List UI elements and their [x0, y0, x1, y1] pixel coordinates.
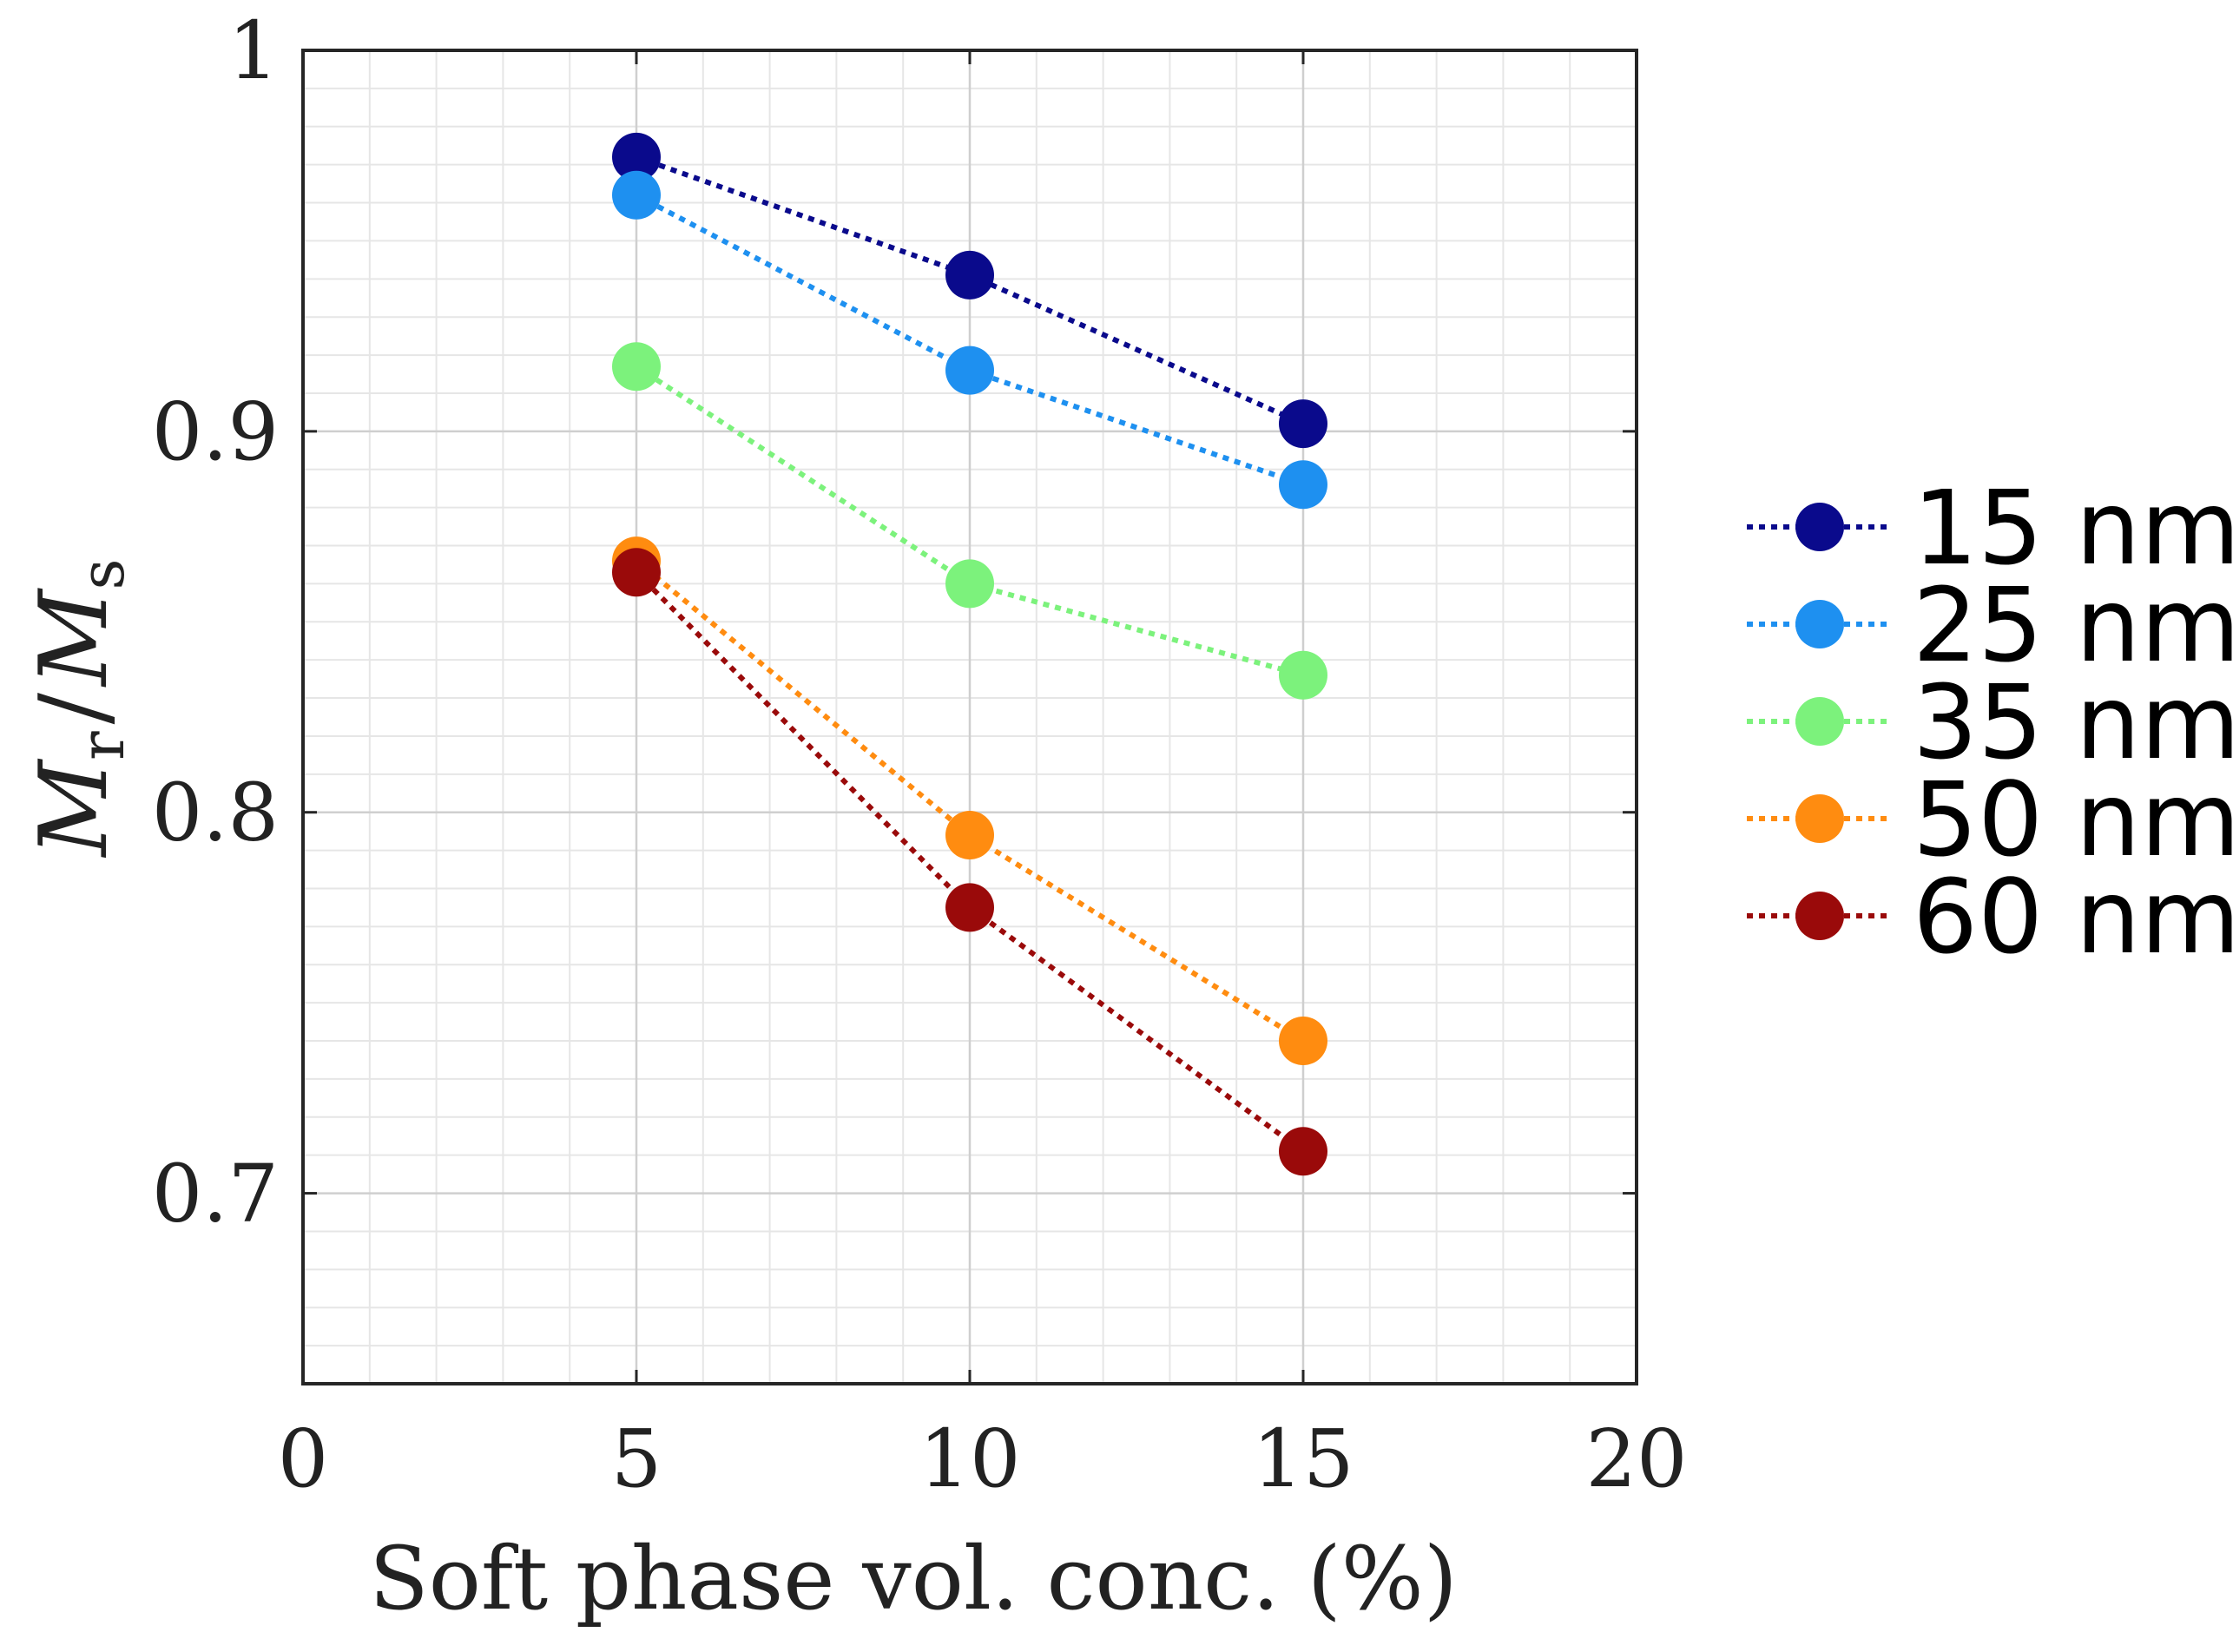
data-point: [1279, 1017, 1327, 1066]
legend-label: 50 nm: [1913, 760, 2233, 879]
series-25-nm: [612, 170, 1327, 510]
data-point: [945, 883, 994, 932]
series-60-nm: [612, 548, 1327, 1176]
x-tick-label: 5: [611, 1412, 662, 1505]
legend-item: 15 nm: [1747, 468, 2233, 588]
legend-label: 60 nm: [1913, 857, 2233, 977]
y-axis-label-subscript-2: s: [67, 559, 138, 590]
legend-label: 35 nm: [1913, 662, 2233, 782]
legend-item: 35 nm: [1747, 662, 2233, 782]
data-point: [945, 811, 994, 860]
data-point: [612, 132, 661, 181]
data-point: [945, 346, 994, 395]
x-axis-label: Soft phase vol. conc. (%): [369, 1528, 1458, 1629]
y-tick-labels: 0.7 0.8 0.9 1: [152, 4, 279, 1241]
legend-marker: [1795, 503, 1844, 551]
y-axis-label-separator: /: [20, 692, 128, 724]
y-axis-label: Mr / Ms: [20, 559, 138, 859]
data-point: [1279, 1127, 1327, 1176]
data-point: [612, 342, 661, 392]
data-point: [612, 170, 661, 220]
data-point: [945, 250, 994, 299]
legend-item: 50 nm: [1747, 760, 2233, 879]
y-tick-label: 0.7: [152, 1148, 279, 1241]
x-tick-label: 0: [278, 1412, 329, 1505]
data-point: [945, 559, 994, 609]
x-tick-label: 20: [1585, 1412, 1687, 1505]
series-line: [635, 193, 1304, 488]
y-tick-label: 1: [227, 4, 279, 97]
series-group: [612, 132, 1327, 1176]
legend-label: 15 nm: [1913, 468, 2233, 588]
x-tick-label: 15: [1252, 1412, 1354, 1505]
legend-label: 25 nm: [1913, 565, 2233, 685]
legend-marker: [1795, 794, 1844, 843]
series-15-nm: [612, 132, 1327, 449]
x-tick-label: 10: [919, 1412, 1020, 1505]
y-axis-label-symbol-1: M: [20, 758, 128, 858]
y-tick-label: 0.8: [152, 767, 279, 859]
axis-ticks: [301, 49, 1638, 1384]
legend-marker: [1795, 892, 1844, 940]
legend-item: 60 nm: [1747, 857, 2233, 977]
series-35-nm: [612, 342, 1327, 700]
legend-item: 25 nm: [1747, 565, 2233, 685]
y-tick-label: 0.9: [152, 385, 279, 478]
y-axis-label-symbol-2: M: [20, 588, 128, 688]
legend-marker: [1795, 697, 1844, 746]
x-tick-labels: 0 5 10 15 20: [278, 1412, 1688, 1505]
y-axis-label-subscript-1: r: [67, 731, 138, 760]
data-point: [1279, 399, 1327, 449]
data-point: [612, 548, 661, 597]
series-line: [635, 558, 1305, 1043]
data-point: [1279, 650, 1327, 700]
data-point: [1279, 460, 1327, 510]
legend-marker: [1795, 600, 1844, 648]
